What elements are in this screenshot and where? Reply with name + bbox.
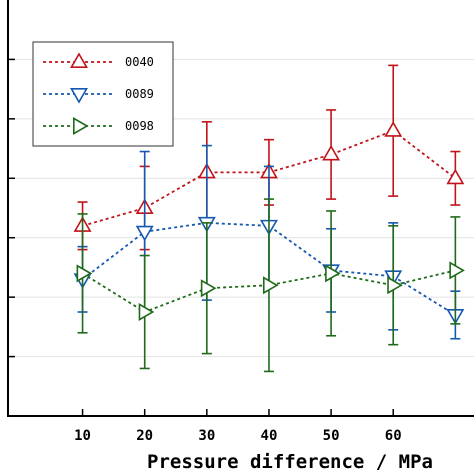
legend-marker	[70, 88, 88, 104]
data-point	[135, 225, 154, 242]
y-ticks	[8, 58, 15, 358]
data-point	[446, 168, 465, 185]
x-axis-label: Pressure difference / MPa	[147, 451, 433, 473]
x-tick-label: 30	[198, 428, 215, 444]
data-point	[200, 279, 217, 298]
legend-label: 0098	[125, 119, 154, 133]
legend-item-0098: 0098	[43, 117, 154, 135]
x-tick-label: 10	[74, 428, 91, 444]
data-point	[325, 264, 341, 283]
legend-item-0089: 0089	[43, 87, 154, 104]
x-tick-label: 50	[323, 428, 340, 444]
data-point	[262, 276, 279, 295]
data-point	[449, 261, 465, 280]
legend-label: 0040	[125, 55, 154, 69]
x-tick-label: 60	[385, 428, 402, 444]
x-tick-label: 20	[136, 428, 153, 444]
series-0098	[76, 198, 465, 373]
legend-item-0040: 0040	[43, 52, 154, 69]
legend-marker	[73, 117, 89, 135]
legend: 0040 0089 0098	[32, 41, 174, 147]
legend-marker	[70, 52, 88, 68]
plot-frame	[7, 0, 474, 417]
x-tick-label: 40	[261, 428, 278, 444]
data-point	[138, 303, 155, 321]
data-point	[322, 144, 341, 161]
data-point	[384, 121, 403, 137]
legend-label: 0089	[125, 87, 154, 101]
data-point	[387, 276, 403, 295]
grid	[8, 58, 474, 358]
data-point	[76, 264, 93, 283]
x-ticks: 10 20 30 40 50 60	[74, 409, 402, 444]
series-layer	[73, 64, 465, 373]
